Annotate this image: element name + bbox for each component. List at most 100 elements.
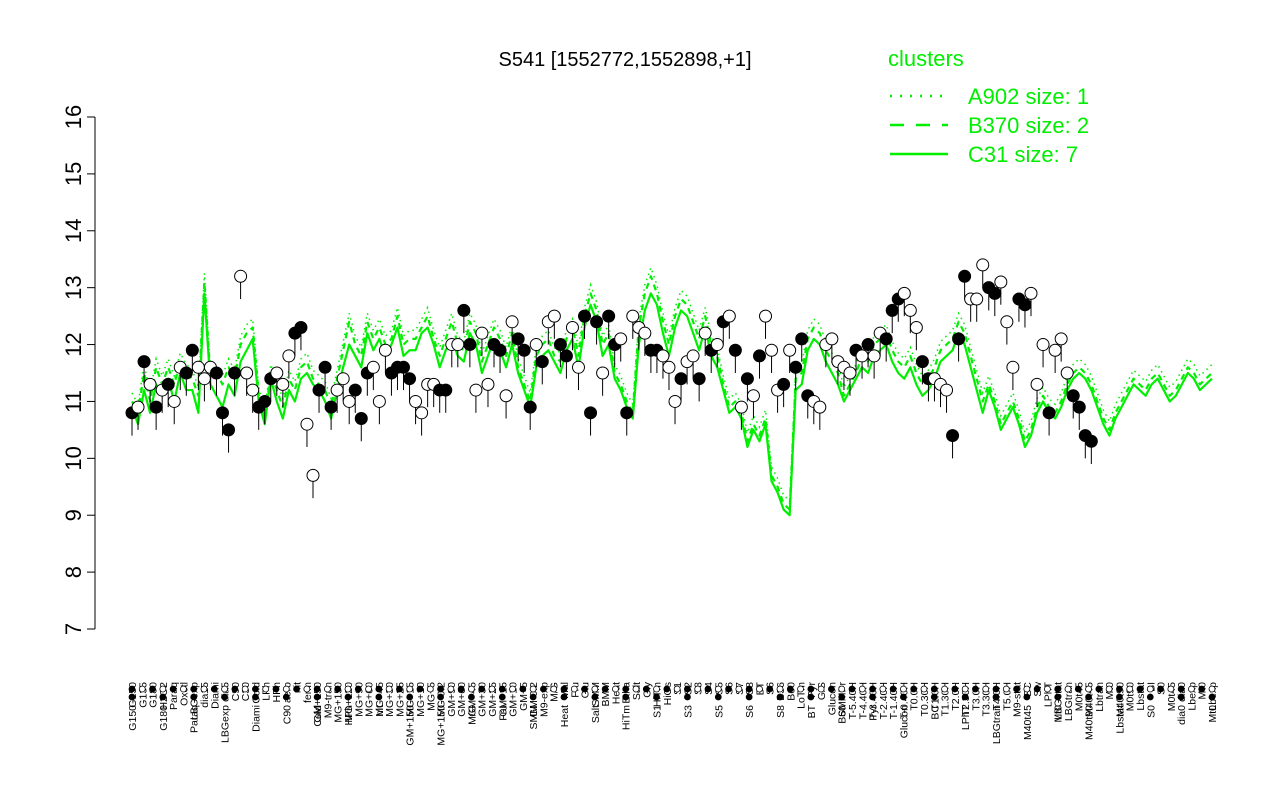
data-point [179, 366, 193, 380]
data-point [988, 286, 1002, 300]
x-marker-upper [457, 685, 465, 693]
x-tick-label-lower: LBGtran [991, 705, 1003, 744]
x-tick-label-lower: S1 [652, 705, 664, 718]
x-marker-lower [1054, 693, 1062, 701]
x-tick-label: GM+150 [312, 682, 324, 723]
x-marker-upper [817, 685, 825, 693]
x-marker-upper [848, 685, 856, 693]
x-marker-lower [838, 693, 846, 701]
data-point [517, 343, 531, 357]
data-point [191, 360, 205, 374]
data-point [161, 377, 175, 391]
x-marker-lower [591, 693, 599, 701]
x-marker-lower [560, 693, 568, 701]
data-point [1054, 332, 1068, 346]
data-point [246, 383, 260, 397]
data-point [1072, 400, 1086, 414]
x-marker-upper [1095, 685, 1103, 693]
x-marker-upper [1033, 685, 1041, 693]
x-marker-lower [992, 693, 1000, 701]
data-point [300, 417, 314, 431]
x-marker-upper [231, 685, 239, 693]
x-marker-lower [437, 693, 444, 701]
x-marker-upper [416, 685, 424, 693]
x-marker-upper [1023, 685, 1031, 693]
data-point [1024, 286, 1038, 300]
data-point [825, 332, 839, 346]
x-marker-lower [128, 693, 136, 701]
data-point [662, 360, 676, 374]
x-marker-upper [1002, 685, 1010, 693]
data-point [578, 309, 592, 323]
x-marker-upper [313, 685, 321, 693]
data-point [131, 400, 145, 414]
data-point [909, 320, 923, 334]
data-point [1060, 366, 1074, 380]
data-point [885, 303, 899, 317]
x-marker-upper [375, 685, 383, 693]
data-point [897, 286, 911, 300]
x-marker-upper [426, 685, 434, 693]
data-point [638, 326, 652, 340]
x-marker-upper [704, 685, 712, 693]
x-marker-lower [406, 693, 414, 701]
x-tick-label-lower: HPh [343, 705, 355, 726]
data-point [258, 394, 272, 408]
x-marker-upper [282, 685, 290, 693]
x-tick-label-lower: S8 [775, 705, 787, 718]
data-point [958, 269, 972, 283]
x-marker-upper [1188, 685, 1195, 693]
data-point [813, 400, 827, 414]
x-marker-lower [1116, 693, 1123, 701]
data-point [789, 360, 803, 374]
x-tick-label-lower: C90 [281, 705, 293, 724]
data-point [994, 275, 1008, 289]
x-marker-lower [1177, 693, 1185, 701]
x-marker-upper [303, 685, 311, 693]
x-tick-label-lower: M40t90 [1084, 705, 1096, 740]
data-point [946, 429, 960, 443]
data-point [535, 355, 549, 369]
data-point [976, 258, 990, 272]
data-point [668, 394, 682, 408]
data-point [523, 400, 537, 414]
x-tick-label-lower: Glucon [898, 705, 910, 738]
x-marker-upper [138, 685, 146, 693]
x-marker-upper [529, 685, 537, 693]
data-point [1084, 434, 1098, 448]
x-marker-upper [221, 685, 228, 693]
x-marker-upper [262, 685, 270, 693]
data-point [324, 400, 338, 414]
x-marker-upper [951, 685, 959, 693]
data-point [499, 389, 513, 403]
x-marker-upper [200, 685, 208, 693]
x-marker-lower [961, 693, 969, 701]
x-marker-lower [221, 693, 228, 701]
x-marker-upper [396, 685, 403, 693]
x-marker-upper [1085, 685, 1092, 693]
data-point [915, 355, 929, 369]
y-tick-label: 16 [61, 105, 86, 129]
x-tick-label-lower: S6 [744, 705, 756, 718]
x-marker-upper [889, 685, 897, 693]
x-marker-upper [982, 685, 990, 693]
x-tick-label-lower: Salt [590, 705, 602, 723]
data-point [336, 372, 350, 386]
x-marker-upper [1074, 685, 1082, 693]
data-point [143, 377, 157, 391]
x-marker-upper [344, 685, 352, 693]
data-point [1000, 315, 1014, 329]
data-point [1030, 377, 1044, 391]
x-marker-upper [858, 685, 866, 693]
x-marker-upper [324, 685, 331, 693]
x-marker-upper [1157, 685, 1164, 693]
x-marker-upper [838, 685, 846, 693]
data-point [1018, 298, 1032, 312]
x-marker-lower [252, 693, 259, 701]
x-marker-upper [694, 685, 702, 693]
x-marker-upper [1177, 685, 1185, 693]
x-marker-upper [1167, 685, 1175, 693]
data-point [511, 332, 525, 346]
legend-title: clusters [888, 46, 964, 71]
data-point [415, 406, 429, 420]
